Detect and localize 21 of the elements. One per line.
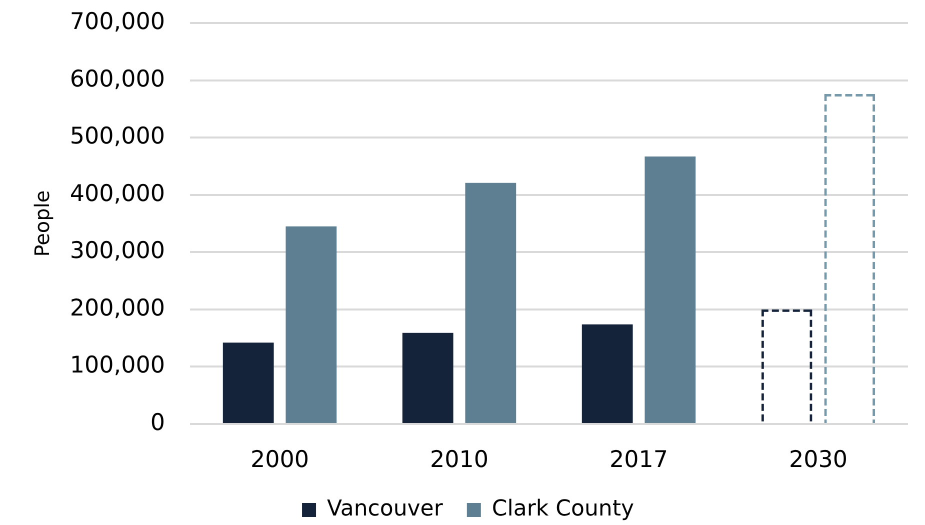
bar	[465, 182, 516, 423]
bar	[582, 324, 633, 423]
x-tick-label: 2010	[430, 446, 489, 473]
y-tick-label: 600,000	[70, 66, 165, 92]
bar	[402, 332, 454, 423]
x-tick-label: 2000	[250, 446, 310, 473]
y-tick-label: 300,000	[70, 238, 165, 264]
y-tick-label: 400,000	[70, 180, 165, 207]
x-tick-label: 2030	[788, 446, 848, 473]
bar	[286, 226, 337, 423]
y-tick-label: 700,000	[70, 8, 165, 35]
y-axis-title: People	[30, 190, 54, 257]
bar	[644, 156, 696, 423]
y-tick-label: 0	[150, 410, 165, 436]
legend-label: Clark County	[492, 496, 634, 522]
bar	[222, 342, 274, 423]
legend-label: Vancouver	[327, 496, 444, 522]
y-tick-label: 200,000	[70, 295, 165, 322]
y-tick-label: 500,000	[70, 124, 165, 150]
y-tick-label: 100,000	[70, 352, 165, 379]
x-tick-label: 2017	[609, 446, 668, 473]
